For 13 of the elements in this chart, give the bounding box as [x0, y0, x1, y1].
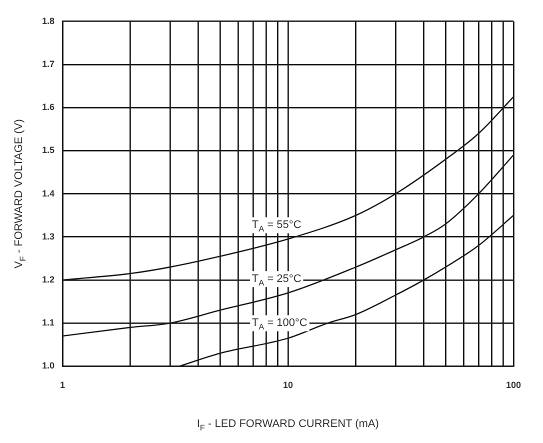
y-tick-label: 1.3 [42, 231, 55, 242]
y-axis-title: VF - FORWARD VOLTAGE (V) [13, 119, 28, 269]
y-tick-label: 1.8 [42, 16, 55, 26]
y-tick-label: 1.0 [42, 360, 55, 371]
y-tick-label: 1.1 [42, 318, 55, 328]
x-tick-label: 1 [60, 380, 66, 390]
y-tick-label: 1.7 [42, 58, 55, 69]
y-tick-label: 1.6 [42, 102, 55, 112]
x-tick-label: 100 [506, 380, 522, 390]
y-tick-label: 1.4 [42, 188, 55, 198]
y-tick-label: 1.5 [42, 145, 55, 156]
y-tick-label: 1.2 [42, 274, 55, 284]
x-tick-label: 10 [282, 380, 294, 390]
